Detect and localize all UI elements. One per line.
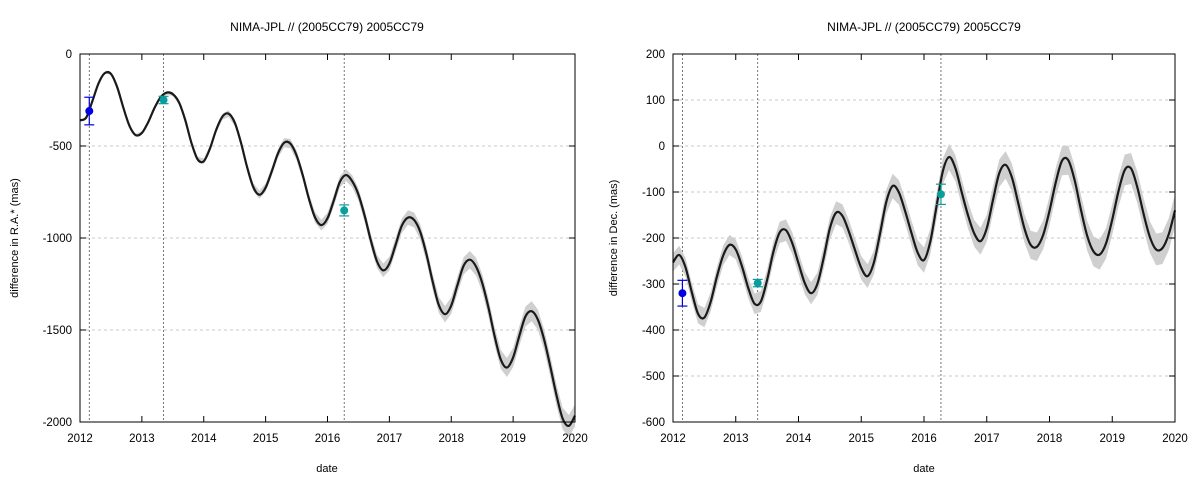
data-point: [752, 278, 763, 288]
plot-frame: [672, 53, 1176, 423]
plot-frame: [79, 53, 576, 423]
uncertainty-area: [80, 72, 575, 437]
x-tick-label: 2012: [660, 433, 686, 445]
y-tick-label: -600: [642, 417, 665, 429]
x-tick-label: 2015: [253, 433, 279, 445]
chart-title: NIMA-JPL // (2005CC79) 2005CC79: [827, 20, 1021, 34]
x-tick-label: 2013: [723, 433, 749, 445]
x-axis-label: date: [316, 463, 337, 475]
y-tick-label: -1500: [43, 325, 72, 337]
x-tick-label: 2013: [129, 433, 155, 445]
y-tick-label: -400: [642, 325, 665, 337]
ephemeris-line: [672, 155, 1177, 320]
point-marker: [159, 96, 168, 104]
axis-ticks: -600 -500 -400 -300 -200 -100 0 100 200 2012 2013 2…: [642, 49, 1188, 445]
x-tick-label: 2014: [191, 433, 217, 445]
x-axis-label: date: [913, 463, 934, 475]
y-axis-label: difference in Dec. (mas): [608, 180, 620, 297]
x-tick-label: 2017: [974, 433, 1000, 445]
y-tick-label: -500: [642, 371, 665, 383]
x-tick-label: 2012: [67, 433, 93, 445]
uncertainty-band: [673, 144, 1175, 328]
y-tick-label: -100: [642, 187, 665, 199]
ephemeris-curve: [672, 155, 1177, 320]
point-marker: [678, 289, 687, 298]
x-tick-label: 2020: [562, 433, 588, 445]
observation-points: [677, 183, 946, 307]
point-marker: [85, 107, 94, 116]
y-tick-label: 0: [659, 141, 665, 153]
uncertainty-area: [673, 144, 1175, 328]
point-marker: [340, 206, 349, 215]
observation-points: [84, 95, 350, 217]
data-point: [84, 96, 95, 126]
x-tick-label: 2018: [1037, 433, 1063, 445]
grid: [673, 99, 1175, 377]
x-tick-label: 2014: [786, 433, 812, 445]
point-marker: [753, 279, 762, 288]
ephemeris-curve: [79, 70, 576, 427]
data-point: [935, 183, 946, 206]
y-tick-label: 100: [646, 95, 665, 107]
axis-ticks: -2000 -1500 -1000 -500 0 2012 2013 2014 2015 2016…: [43, 49, 588, 445]
x-tick-label: 2016: [315, 433, 341, 445]
dec-chart-panel: NIMA-JPL // (2005CC79) 2005CC79 date dif…: [608, 20, 1188, 475]
x-tick-label: 2020: [1162, 433, 1188, 445]
ra-chart-panel: NIMA-JPL // (2005CC79) 2005CC79 date dif…: [9, 20, 588, 475]
epoch-lines: [682, 54, 942, 422]
x-tick-label: 2015: [848, 433, 874, 445]
y-tick-label: 0: [66, 49, 72, 61]
y-tick-label: -500: [49, 141, 72, 153]
point-marker: [936, 190, 945, 199]
uncertainty-band: [80, 72, 575, 437]
data-point: [339, 204, 350, 217]
x-tick-label: 2019: [1099, 433, 1125, 445]
data-point: [677, 279, 688, 307]
x-tick-label: 2016: [911, 433, 937, 445]
y-tick-label: -2000: [43, 417, 72, 429]
grid: [80, 145, 575, 331]
epoch-lines: [88, 54, 345, 422]
y-tick-label: -200: [642, 233, 665, 245]
x-tick-label: 2019: [500, 433, 526, 445]
y-axis-label: difference in R.A.* (mas): [9, 178, 21, 298]
ephemeris-line: [79, 70, 576, 427]
chart-title: NIMA-JPL // (2005CC79) 2005CC79: [230, 20, 424, 34]
data-point: [158, 95, 169, 105]
x-tick-label: 2017: [377, 433, 403, 445]
y-tick-label: -300: [642, 279, 665, 291]
y-tick-label: -1000: [43, 233, 72, 245]
x-tick-label: 2018: [438, 433, 464, 445]
y-tick-label: 200: [646, 49, 665, 61]
